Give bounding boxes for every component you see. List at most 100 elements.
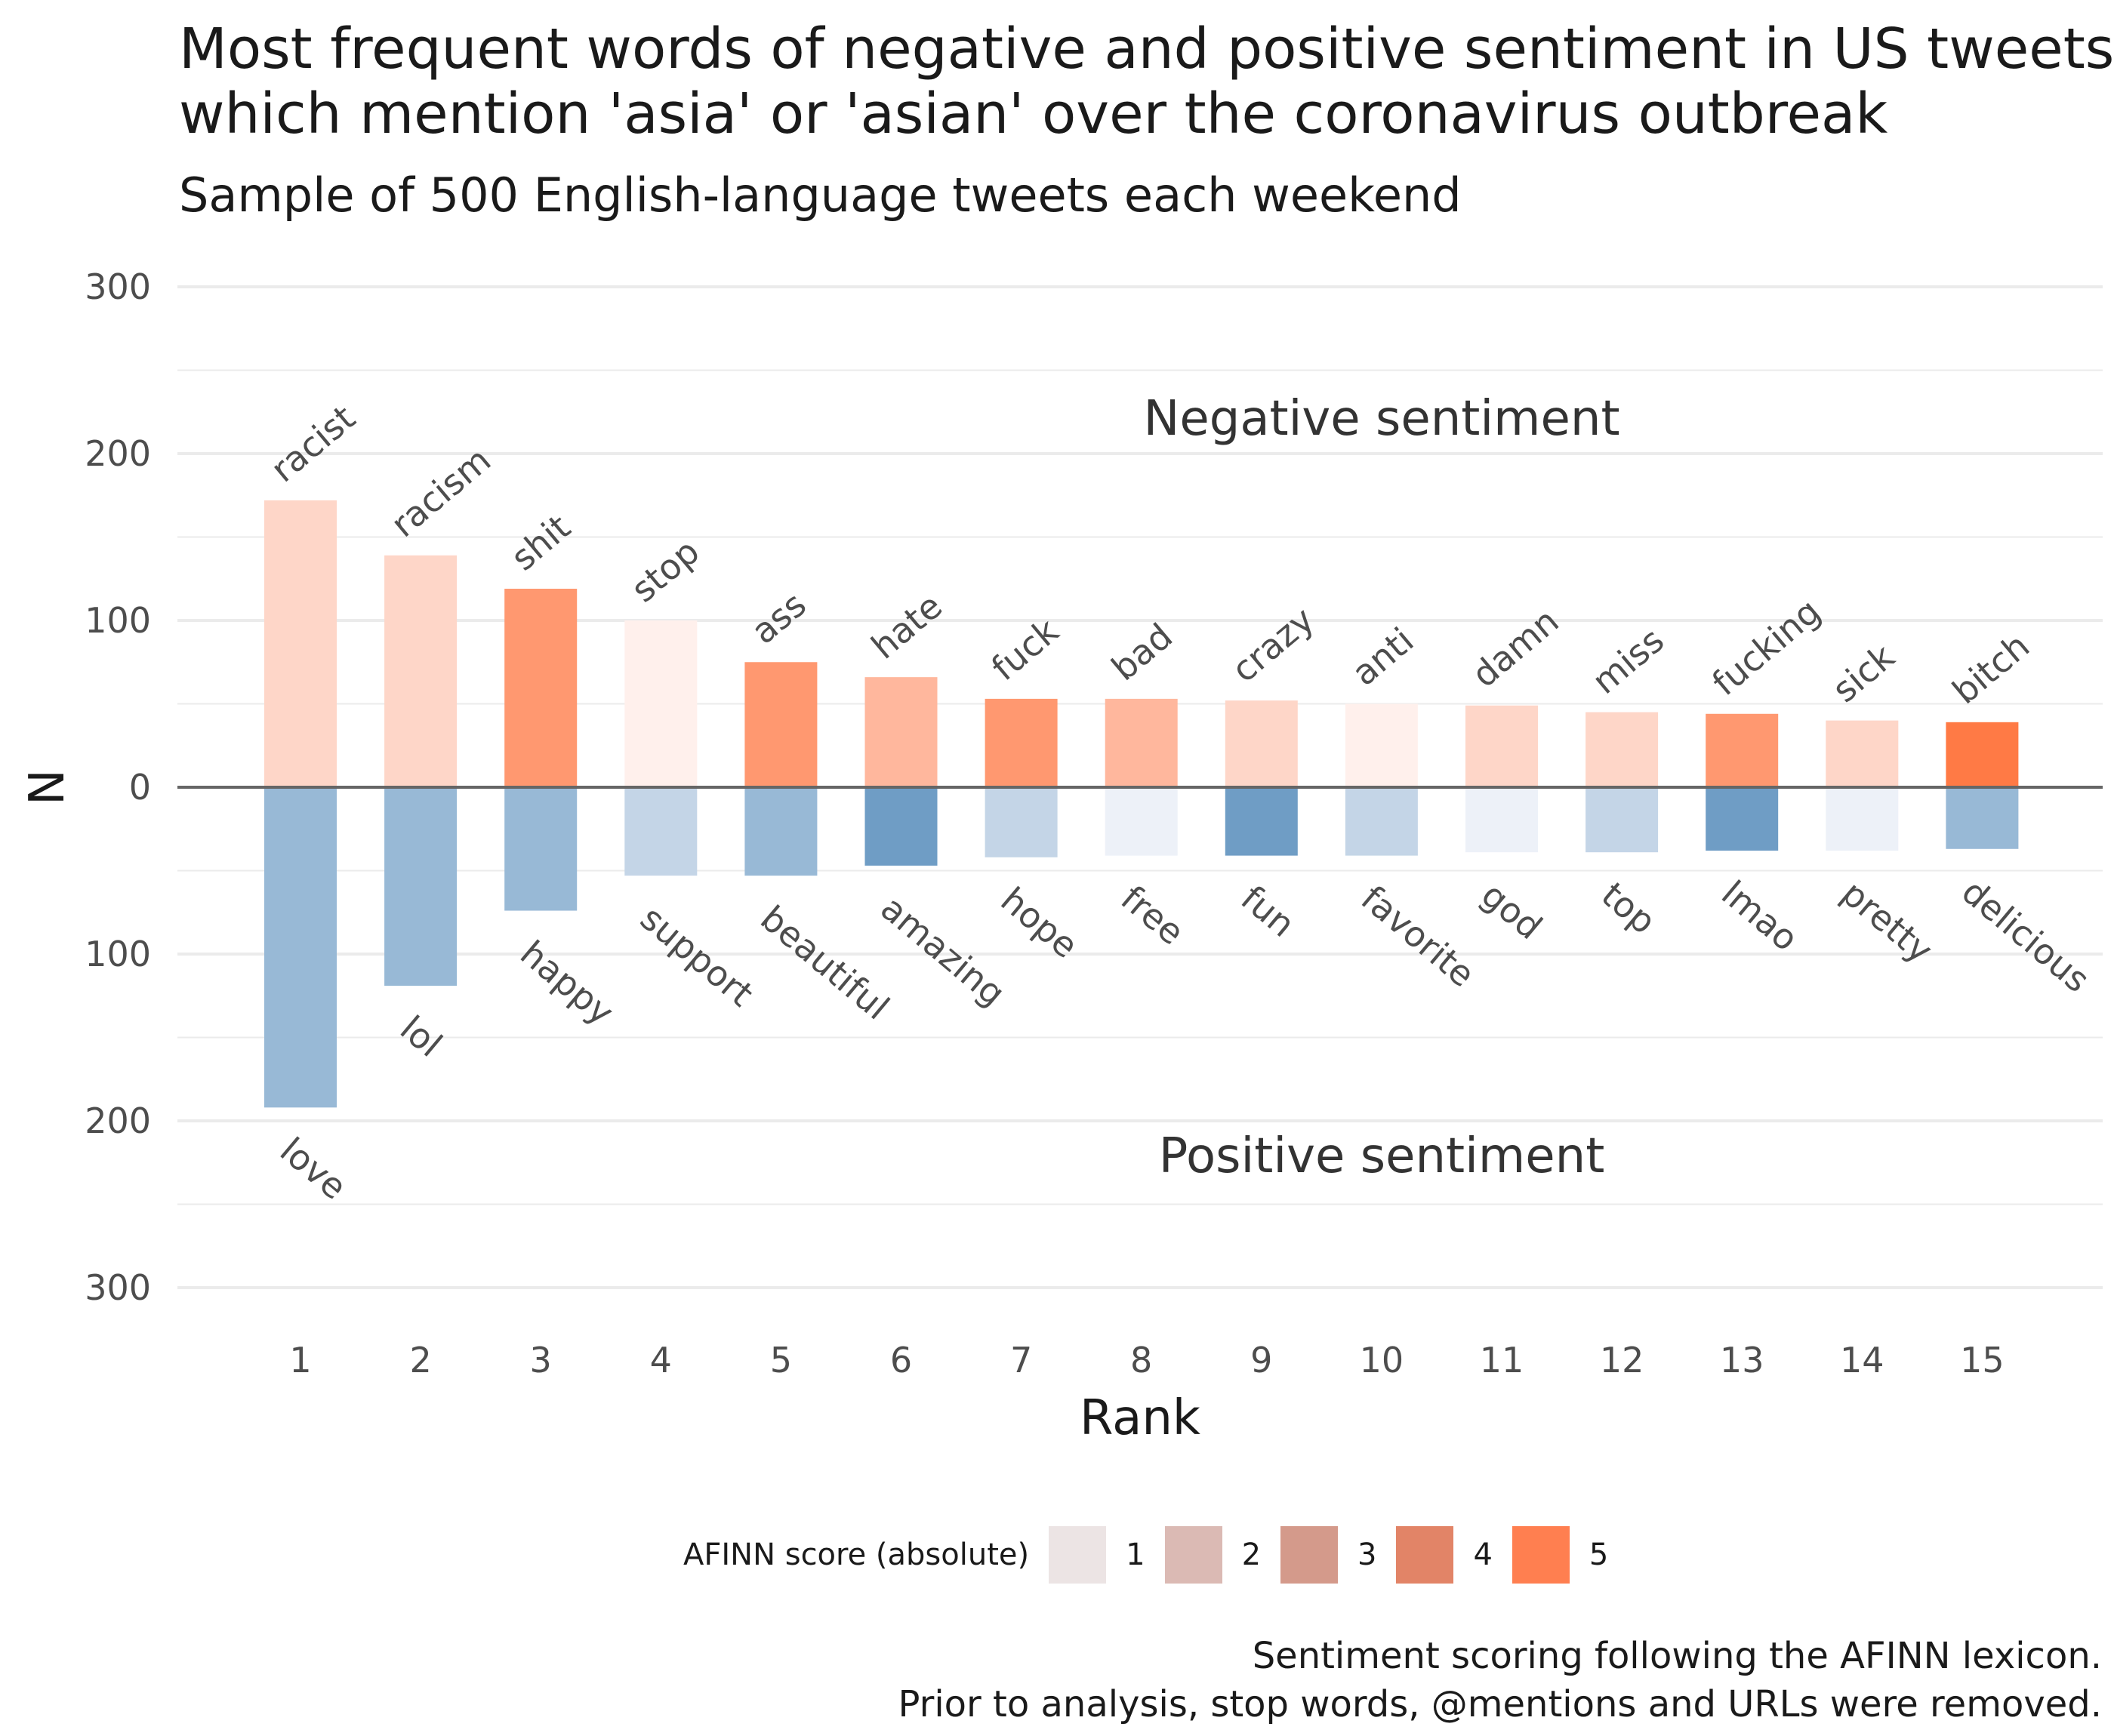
chart-title-line-1: Most frequent words of negative and posi… xyxy=(179,17,2114,82)
word-label-positive: delicious xyxy=(1954,871,2097,1000)
word-label-negative: anti xyxy=(1344,620,1421,694)
x-tick-label: 6 xyxy=(890,1340,912,1380)
legend-label: 2 xyxy=(1241,1537,1262,1572)
word-label-positive: pretty xyxy=(1834,873,1940,971)
legend-swatch xyxy=(1049,1526,1107,1584)
word-label-positive: top xyxy=(1594,874,1663,942)
y-tick-label: 100 xyxy=(85,934,151,974)
word-label-negative: fucking xyxy=(1705,591,1829,704)
bar-positive-hope xyxy=(985,787,1058,857)
word-label-positive: god xyxy=(1474,874,1550,947)
bar-negative-bad xyxy=(1105,698,1178,787)
x-tick-label: 13 xyxy=(1720,1340,1764,1380)
word-label-negative: miss xyxy=(1584,620,1672,702)
chart-subtitle: Sample of 500 English-language tweets ea… xyxy=(179,168,1462,223)
x-tick-label: 5 xyxy=(770,1340,792,1380)
word-label-negative: bitch xyxy=(1945,625,2037,712)
y-tick-label: 300 xyxy=(85,266,151,307)
legend: AFINN score (absolute) 1 2 3 4 5 xyxy=(683,1525,1628,1585)
word-label-negative: racist xyxy=(263,397,362,490)
bar-positive-amazing xyxy=(864,787,938,866)
chart-title-line-2: which mention 'asia' or 'asian' over the… xyxy=(179,82,1888,146)
x-tick-label: 8 xyxy=(1130,1340,1152,1380)
x-tick-label: 7 xyxy=(1010,1340,1032,1380)
word-label-positive: free xyxy=(1114,878,1192,953)
word-label-negative: damn xyxy=(1464,600,1566,695)
bar-negative-crazy xyxy=(1225,700,1298,787)
y-tick-label: 100 xyxy=(85,600,151,641)
bar-negative-ass xyxy=(744,662,818,787)
y-tick-label: 0 xyxy=(129,767,151,808)
word-label-negative: shit xyxy=(504,506,578,578)
bar-positive-delicious xyxy=(1946,787,2019,849)
x-tick-label: 11 xyxy=(1480,1340,1524,1380)
x-tick-label: 3 xyxy=(530,1340,552,1380)
x-tick-label: 1 xyxy=(289,1340,311,1380)
word-label-negative: sick xyxy=(1825,636,1903,710)
legend-item: 3 xyxy=(1280,1526,1376,1584)
bar-positive-support xyxy=(624,787,698,876)
bar-positive-beautiful xyxy=(744,787,818,876)
x-axis-ticks: 1 2 3 4 5 6 7 8 9 10 11 12 13 14 15 xyxy=(289,1340,2004,1380)
bar-positive-free xyxy=(1105,787,1178,856)
bar-positive-god xyxy=(1465,787,1538,853)
legend-item: 1 xyxy=(1049,1526,1145,1584)
bar-negative-stop xyxy=(624,620,698,787)
x-axis-title: Rank xyxy=(1080,1390,1200,1446)
grid-lines xyxy=(177,285,2103,1289)
bar-positive-pretty xyxy=(1826,787,1899,851)
bar-negative-fuck xyxy=(985,698,1058,787)
legend-item: 4 xyxy=(1396,1526,1493,1584)
legend-title: AFINN score (absolute) xyxy=(683,1537,1030,1572)
x-tick-label: 15 xyxy=(1960,1340,2005,1380)
word-label-positive: support xyxy=(633,897,761,1014)
bar-negative-racist xyxy=(264,500,337,787)
bar-positive-happy xyxy=(504,787,578,911)
x-tick-label: 14 xyxy=(1840,1340,1884,1380)
y-tick-label: 300 xyxy=(85,1267,151,1308)
legend-label: 5 xyxy=(1589,1537,1609,1572)
x-tick-label: 12 xyxy=(1600,1340,1644,1380)
x-tick-label: 10 xyxy=(1360,1340,1404,1380)
bar-negative-bitch xyxy=(1946,722,2019,787)
chart-title: Most frequent words of negative and posi… xyxy=(179,17,2114,146)
legend-items: 1 2 3 4 5 xyxy=(1049,1526,1628,1584)
word-label-positive: lmao xyxy=(1714,873,1806,959)
y-tick-label: 200 xyxy=(85,1100,151,1141)
caption: Sentiment scoring following the AFINN le… xyxy=(898,1632,2103,1728)
bar-positive-fun xyxy=(1225,787,1298,856)
bar-negative-anti xyxy=(1345,703,1418,787)
y-tick-label: 200 xyxy=(85,433,151,474)
legend-swatch xyxy=(1512,1526,1570,1584)
annotation-negative: Negative sentiment xyxy=(1143,391,1619,447)
legend-label: 4 xyxy=(1473,1537,1493,1572)
bar-negative-miss xyxy=(1586,712,1659,787)
bar-negative-shit xyxy=(504,589,578,787)
caption-line-2: Prior to analysis, stop words, @mentions… xyxy=(898,1683,2103,1725)
word-label-positive: fun xyxy=(1234,878,1303,945)
y-axis-ticks: 300 200 100 0 100 200 300 xyxy=(85,266,151,1308)
word-label-positive: lol xyxy=(393,1008,450,1065)
word-label-negative: stop xyxy=(624,531,707,610)
bar-positive-favorite xyxy=(1345,787,1418,856)
bar-positive-top xyxy=(1586,787,1659,853)
word-label-negative: crazy xyxy=(1224,599,1322,691)
annotation-positive: Positive sentiment xyxy=(1159,1128,1605,1184)
word-label-negative: ass xyxy=(744,583,814,651)
bar-positive-lmao xyxy=(1706,787,1779,851)
x-tick-label: 4 xyxy=(650,1340,672,1380)
legend-swatch xyxy=(1396,1526,1454,1584)
legend-item: 5 xyxy=(1512,1526,1608,1584)
legend-swatch xyxy=(1164,1526,1222,1584)
bar-negative-sick xyxy=(1826,720,1899,787)
word-label-negative: hate xyxy=(864,586,950,667)
x-tick-label: 9 xyxy=(1250,1340,1272,1380)
bars xyxy=(264,500,2019,1108)
legend-swatch xyxy=(1280,1526,1339,1584)
bar-positive-lol xyxy=(384,787,458,986)
word-label-positive: favorite xyxy=(1354,878,1483,996)
word-label-negative: bad xyxy=(1104,615,1180,688)
bar-negative-fucking xyxy=(1706,713,1779,787)
word-label-positive: love xyxy=(273,1129,355,1207)
